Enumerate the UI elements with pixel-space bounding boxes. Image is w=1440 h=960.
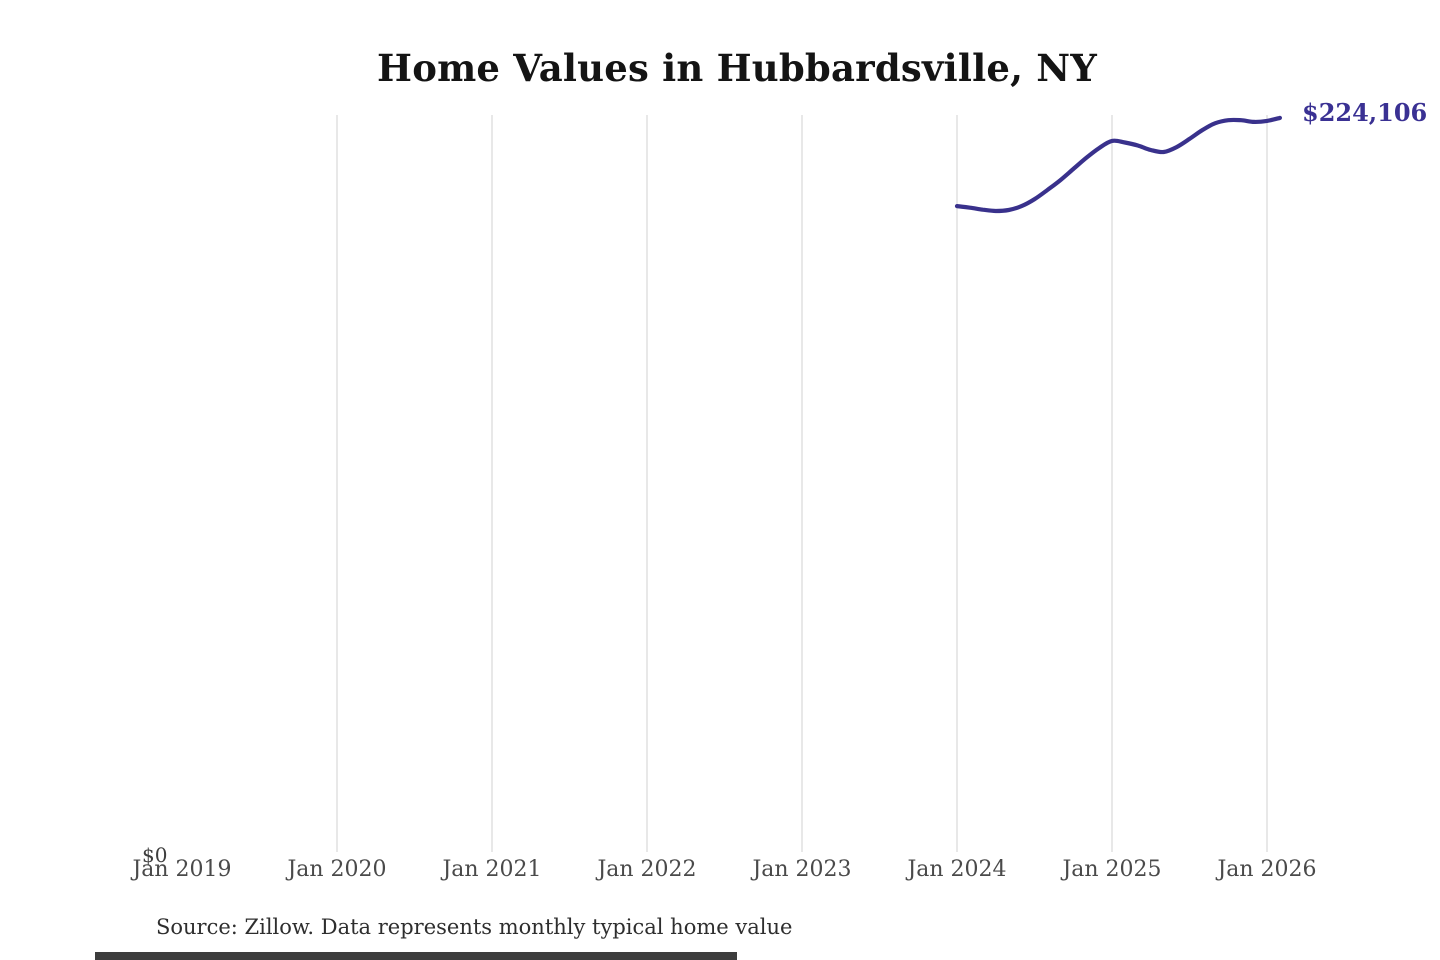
x-tick-label: Jan 2020: [287, 857, 387, 882]
x-tick-label: Jan 2023: [752, 857, 852, 882]
clipped-bottom-content: [95, 952, 737, 960]
x-tick-label: Jan 2022: [597, 857, 697, 882]
source-note: Source: Zillow. Data represents monthly …: [156, 915, 793, 939]
current-value-label: $224,106: [1302, 98, 1428, 127]
x-tick-label: Jan 2021: [442, 857, 542, 882]
home-value-line: [954, 115, 1282, 214]
x-tick-label: Jan 2024: [907, 857, 1007, 882]
x-tick-label: Jan 2025: [1062, 857, 1162, 882]
y-axis-zero-label: $0: [142, 843, 168, 867]
x-tick-label: Jan 2019: [132, 857, 232, 882]
chart-title: Home Values in Hubbardsville, NY: [377, 46, 1097, 90]
x-tick-label: Jan 2026: [1217, 857, 1317, 882]
